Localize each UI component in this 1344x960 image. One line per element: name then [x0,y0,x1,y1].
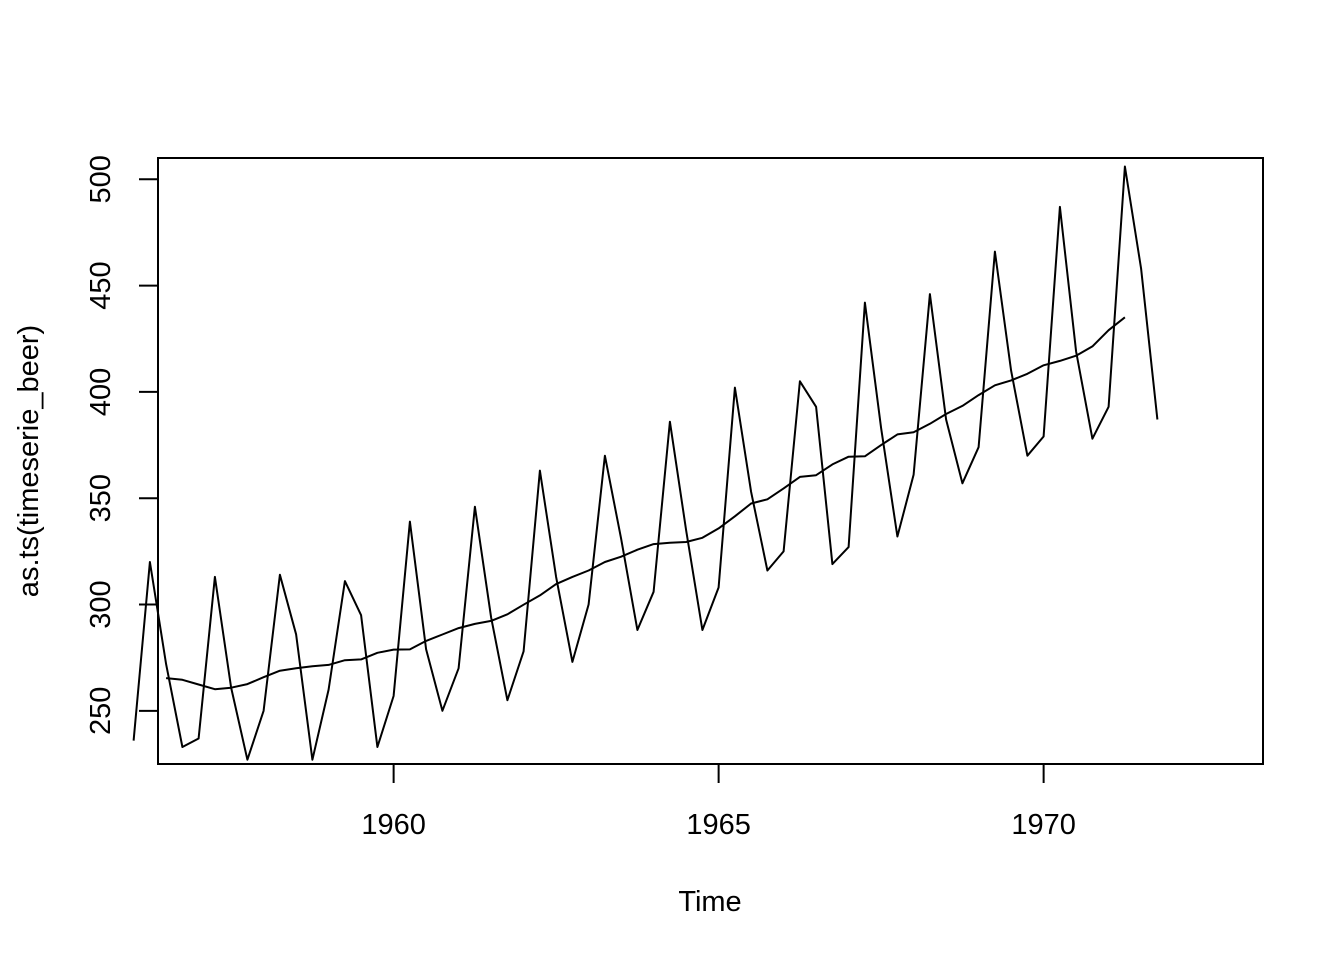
x-tick-label: 1965 [686,809,751,841]
y-tick-label: 300 [85,580,117,628]
x-axis: 1960 1965 1970 [361,764,1076,841]
series-line-observed [132,165,1159,761]
plot-frame [157,157,1264,765]
y-tick-label: 500 [85,155,117,203]
x-axis-label: Time [678,886,741,918]
y-tick-label: 400 [85,368,117,416]
y-tick-label: 250 [85,687,117,735]
y-axis-label: as.ts(timeserie_beer) [13,325,45,597]
y-axis: 250 300 350 400 450 500 [85,155,158,735]
x-tick-label: 1960 [361,809,426,841]
y-tick-label: 450 [85,261,117,309]
series-line-trend [165,316,1126,691]
series-group [132,165,1159,761]
x-tick-label: 1970 [1011,809,1076,841]
y-tick-label: 350 [85,474,117,522]
